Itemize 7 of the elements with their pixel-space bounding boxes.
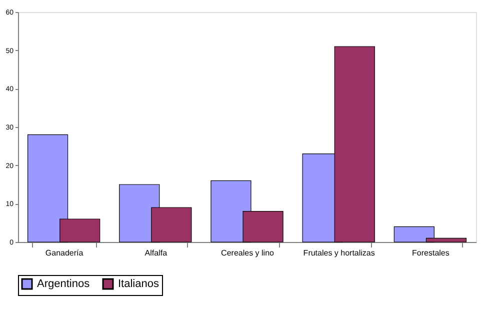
x-tick-label: Alfalfa	[144, 248, 168, 258]
legend-label: Argentinos	[37, 278, 90, 290]
x-tick-label: Forestales	[412, 248, 450, 258]
legend-label: Italianos	[118, 278, 160, 290]
x-tick-label: Ganadería	[45, 248, 84, 258]
x-tick-label: Cereales y lino	[221, 248, 275, 258]
x-tick-label: Frutales y hortalizas	[303, 248, 375, 258]
